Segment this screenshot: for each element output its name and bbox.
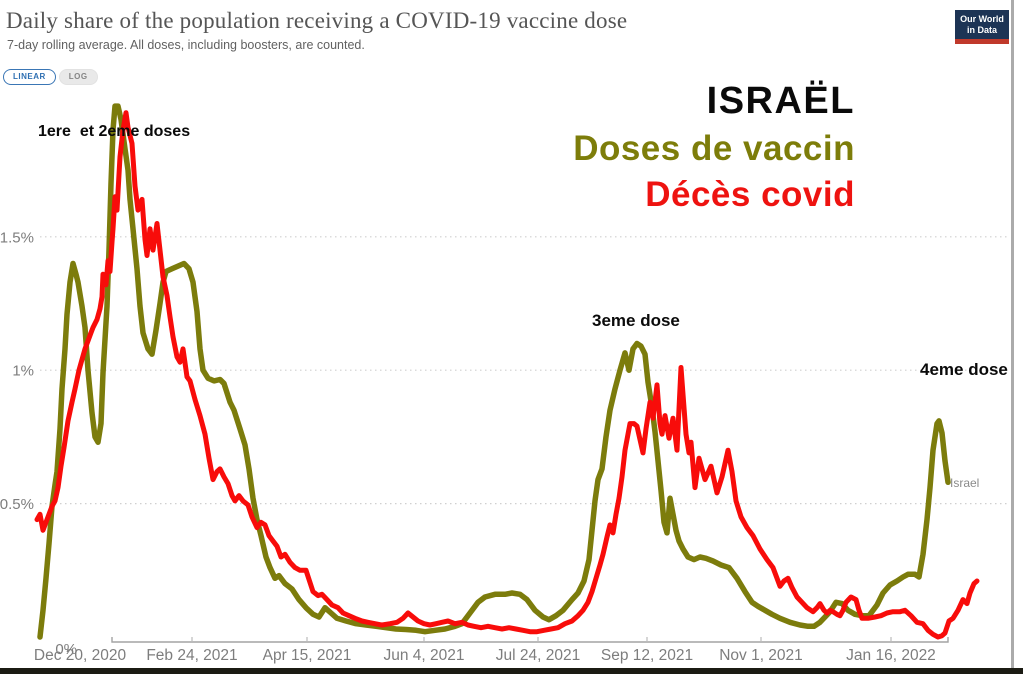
deaths-line[interactable] (34, 110, 980, 640)
linear-scale-button[interactable]: LINEAR (3, 69, 56, 85)
series-end-label: Israel (950, 476, 980, 490)
chart-subtitle: 7-day rolling average. All doses, includ… (7, 38, 365, 52)
y-tick-label: 0.5% (0, 496, 34, 513)
y-tick-label: 0% (55, 641, 77, 658)
y-tick-label: 1% (12, 363, 34, 380)
window-right-border (1011, 0, 1014, 668)
x-tick-label: Feb 24, 2021 (146, 647, 237, 664)
owid-logo-red-strip (955, 39, 1009, 44)
scale-toggle: LINEAR LOG (3, 69, 98, 85)
x-tick-label: Apr 15, 2021 (263, 647, 352, 664)
x-tick-label: Nov 1, 2021 (719, 647, 803, 664)
annotation-country: ISRAËL (706, 80, 855, 122)
annotation-doses-legend: Doses de vaccin (573, 129, 855, 168)
x-tick-label: Jan 16, 2022 (846, 647, 936, 664)
x-axis-line (111, 637, 949, 643)
x-tick-label: Jun 4, 2021 (383, 647, 464, 664)
owid-logo-line2: in Data (966, 25, 997, 35)
annotation-first-second-doses: 1ere et 2eme doses (38, 123, 191, 140)
x-tick-label: Jul 24, 2021 (496, 647, 580, 664)
annotation-deaths-legend: Décès covid (645, 175, 855, 214)
x-tick-label: Dec 20, 2020 (34, 647, 127, 664)
x-tick-label: Sep 12, 2021 (601, 647, 693, 664)
annotation-fourth-dose: 4eme dose (920, 360, 1008, 379)
owid-logo-line1: Our World (960, 14, 1004, 24)
page-title: Daily share of the population receiving … (6, 8, 628, 33)
owid-logo[interactable]: Our World in Data (955, 10, 1009, 44)
bottom-bar (0, 668, 1023, 674)
annotation-third-dose: 3eme dose (592, 311, 680, 330)
y-tick-label: 1.5% (0, 229, 34, 246)
log-scale-button[interactable]: LOG (58, 69, 98, 85)
